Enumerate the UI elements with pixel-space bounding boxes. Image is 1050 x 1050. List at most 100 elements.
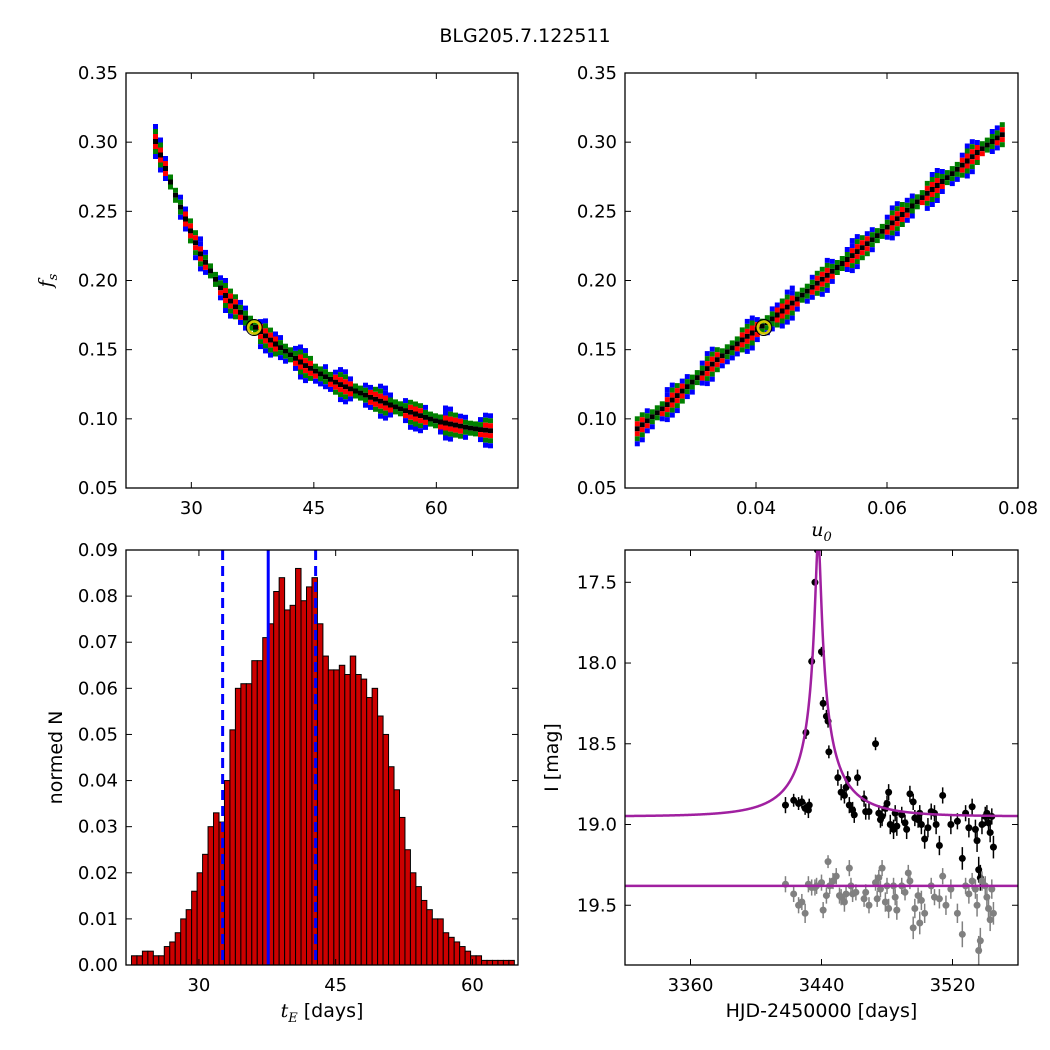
data-point (901, 819, 909, 827)
posterior-cell (303, 358, 308, 364)
posterior-cell (153, 124, 158, 129)
posterior-cell (739, 347, 745, 353)
posterior-cell (348, 376, 353, 382)
posterior-cell (428, 416, 433, 422)
posterior-cell (198, 241, 203, 247)
posterior-cell (774, 312, 780, 318)
posterior-cell (463, 414, 468, 420)
posterior-cell (428, 421, 433, 427)
posterior-cell (724, 354, 730, 360)
posterior-cell (443, 420, 448, 426)
posterior-cell (904, 202, 910, 208)
posterior-cell (218, 275, 223, 281)
best-fit-marker-outline (755, 319, 773, 337)
posterior-cell (393, 409, 398, 415)
posterior-cell (383, 385, 388, 391)
posterior-cell (173, 197, 178, 203)
histogram-bar (453, 941, 461, 966)
x-axis-label-subscript: 0 (823, 530, 831, 545)
posterior-cell (238, 319, 243, 325)
y-tick-label: 0.35 (577, 63, 617, 84)
posterior-cell (889, 220, 895, 226)
posterior-cell (799, 292, 805, 298)
posterior-cell (634, 416, 640, 422)
x-tick-label: 45 (302, 498, 325, 519)
posterior-cell (709, 376, 715, 382)
histogram-bar (502, 959, 510, 966)
y-tick-label: 0.10 (78, 409, 118, 430)
posterior-cell (328, 376, 333, 382)
posterior-cell (478, 427, 483, 433)
posterior-cell (488, 428, 493, 434)
plot-frame (125, 549, 519, 966)
data-point (790, 890, 798, 898)
posterior-cell (418, 423, 423, 429)
posterior-cell (784, 309, 790, 315)
posterior-cell (383, 410, 388, 416)
posterior-cell (674, 383, 680, 389)
posterior-cell (819, 286, 825, 292)
posterior-cell (659, 411, 665, 417)
posterior-cell (153, 139, 158, 144)
posterior-cell (814, 280, 820, 286)
x-tick-label: 60 (461, 975, 484, 996)
histogram-bar (437, 918, 444, 966)
posterior-cell (894, 201, 900, 207)
posterior-cell (699, 380, 705, 386)
posterior-cell (679, 393, 685, 399)
posterior-cell (193, 245, 198, 251)
posterior-cell (774, 307, 780, 313)
posterior-cell (854, 244, 860, 250)
posterior-cell (974, 140, 980, 145)
posterior-cell (669, 392, 675, 398)
posterior-cell (749, 325, 755, 331)
posterior-cell (934, 193, 940, 198)
data-point (842, 890, 850, 898)
data-point (904, 869, 912, 877)
posterior-cell (313, 363, 318, 369)
posterior-cell (443, 415, 448, 421)
posterior-cell (934, 178, 940, 183)
data-point (989, 909, 997, 917)
data-point (822, 892, 830, 900)
posterior-cell (323, 369, 328, 375)
figure-title: BLG205.7.122511 (439, 25, 610, 47)
posterior-cell (744, 333, 750, 339)
posterior-cell (243, 315, 248, 321)
posterior-cell (308, 370, 313, 376)
posterior-cell (994, 140, 1000, 146)
posterior-cell (809, 284, 815, 290)
posterior-cell (864, 231, 870, 237)
data-point (973, 901, 981, 909)
posterior-cell (729, 350, 735, 356)
posterior-cell (198, 266, 203, 272)
posterior-cell (954, 171, 960, 177)
posterior-cell (338, 382, 343, 388)
posterior-cell (924, 205, 930, 211)
posterior-cell (709, 351, 715, 357)
posterior-cell (458, 428, 463, 434)
posterior-cell (273, 341, 278, 347)
posterior-cell (178, 214, 183, 220)
posterior-cell (684, 384, 690, 390)
posterior-cell (979, 146, 985, 152)
data-point (958, 930, 966, 938)
data-point (939, 791, 947, 799)
posterior-cell (418, 418, 423, 424)
posterior-cell (333, 389, 338, 395)
posterior-cell (634, 431, 640, 437)
posterior-cell (804, 283, 810, 289)
posterior-cell (223, 283, 228, 288)
posterior-cell (649, 424, 655, 430)
posterior-cell (959, 167, 965, 173)
posterior-cell (769, 326, 775, 332)
data-point (845, 864, 853, 872)
posterior-cell (679, 388, 685, 394)
posterior-cell (413, 416, 418, 422)
posterior-cell (704, 381, 710, 387)
y-tick-label: 0.25 (78, 201, 118, 222)
posterior-cell (448, 436, 453, 442)
posterior-cell (824, 257, 830, 263)
histogram-bar (464, 950, 472, 966)
posterior-cell (649, 414, 655, 420)
